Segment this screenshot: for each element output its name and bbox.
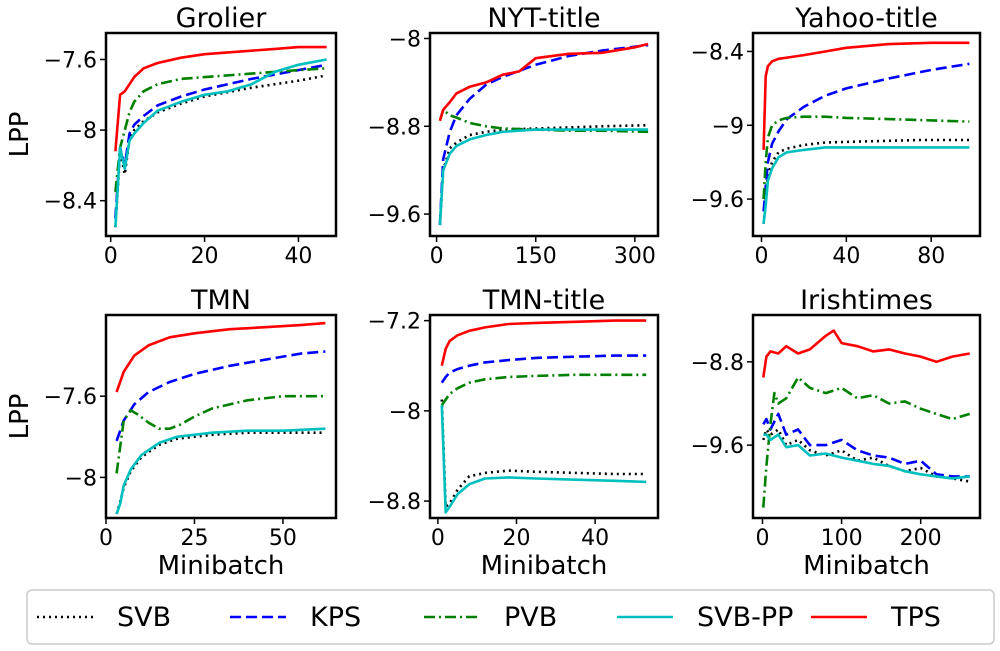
x-axis-label: Minibatch: [803, 551, 930, 581]
y-tick-label: −7.6: [44, 385, 97, 410]
x-tick-label: 80: [917, 244, 945, 269]
series-line-tps: [762, 41, 970, 150]
panel-grolier: Grolier 0 20 40 −8.4 −8 −7.6 LPP: [5, 3, 338, 269]
legend-label: KPS: [310, 602, 361, 633]
y-tick-label: −8: [65, 119, 97, 144]
y-tick-label: −9.6: [691, 434, 744, 459]
x-tick-label: 0: [754, 244, 768, 269]
plot-frame: [104, 31, 338, 238]
x-tick-label: 25: [180, 526, 208, 551]
y-tick-label: −9.6: [691, 188, 744, 213]
panel-yahoo-title: Yahoo-title 0 40 80 −9.6 −9 −8.4: [691, 3, 982, 269]
series-line-pvb: [115, 394, 326, 474]
legend-label: TPS: [890, 602, 941, 633]
plot-frame: [751, 313, 982, 520]
plot-frame: [428, 313, 660, 520]
series-line-kps: [114, 63, 327, 219]
x-tick-label: 40: [832, 244, 860, 269]
y-tick-label: −9: [712, 114, 744, 139]
series-line-kps: [115, 350, 326, 442]
series-line-kps: [440, 354, 647, 384]
x-axis-label: Minibatch: [158, 551, 285, 581]
series-line-svbpp: [762, 146, 970, 224]
y-tick-label: −8: [389, 27, 421, 52]
legend-label: PVB: [504, 602, 557, 633]
x-tick-label: 40: [581, 526, 609, 551]
y-tick-label: −9.6: [368, 203, 421, 228]
series-line-svb: [762, 138, 970, 224]
x-tick-label: 20: [191, 244, 219, 269]
x-tick-label: 300: [614, 244, 656, 269]
series-line-tps: [114, 45, 327, 152]
panel-title: Irishtimes: [800, 285, 933, 316]
series-line-pvb: [762, 376, 971, 508]
panel-title: Yahoo-title: [794, 3, 938, 34]
series-line-kps: [438, 43, 649, 226]
series-line-pvb: [440, 373, 647, 406]
series-line-pvb: [762, 115, 970, 200]
series-line-svbpp: [114, 58, 327, 228]
legend-box: [26, 589, 995, 645]
y-axis-label: LPP: [5, 112, 35, 158]
series-line-svb: [440, 399, 647, 508]
y-tick-label: −8.8: [368, 490, 421, 515]
series-line-tps: [438, 42, 649, 122]
legend-entry-tps: TPS: [811, 602, 941, 633]
series-line-pvb: [114, 67, 327, 193]
legend-entry-svb: SVB: [37, 602, 171, 633]
series-line-svbpp: [763, 433, 970, 480]
series-line-tps: [440, 319, 647, 366]
series-line-tps: [762, 329, 970, 378]
legend-entry-pvb: PVB: [424, 602, 557, 633]
panel-tmn-title: TMN-title 0 20 40 −8.8 −8 −7.2 Minibatch: [368, 285, 660, 581]
x-tick-label: 50: [269, 526, 297, 551]
x-tick-label: 0: [755, 526, 769, 551]
x-tick-label: 0: [431, 526, 445, 551]
y-tick-label: −8: [389, 400, 421, 425]
panel-title: Grolier: [176, 3, 268, 34]
x-tick-label: 40: [284, 244, 312, 269]
y-tick-label: −8: [65, 466, 97, 491]
panel-irishtimes: Irishtimes 0 100 200 −9.6 −8.8 Minibatch: [691, 285, 982, 581]
y-tick-label: −8.4: [44, 190, 97, 215]
x-axis-label: Minibatch: [481, 551, 608, 581]
series-line-kps: [762, 412, 970, 478]
panels: Grolier 0 20 40 −8.4 −8 −7.6 LPP NYT-title 0 150 30…: [5, 3, 982, 581]
panel-title: TMN-title: [482, 285, 606, 316]
plot-frame: [104, 313, 338, 520]
x-tick-label: 150: [515, 244, 557, 269]
plot-frame: [751, 31, 982, 238]
series-line-svb: [114, 74, 327, 228]
panel-tmn: TMN 0 25 50 −8 −7.6 Minibatch LPP: [5, 285, 338, 581]
legend-entry-svbpp: SVB-PP: [617, 602, 793, 633]
y-tick-label: −8.8: [691, 351, 744, 376]
x-tick-label: 0: [99, 526, 113, 551]
series-line-svbpp: [440, 405, 647, 514]
legend-label: SVB: [117, 602, 171, 633]
legend: SVB KPS PVB SVB-PP TPS: [26, 589, 995, 645]
panel-nyt-title: NYT-title 0 150 300 −9.6 −8.8 −8: [368, 3, 660, 269]
series-line-tps: [115, 321, 326, 393]
series-line-svb: [115, 431, 326, 515]
legend-entry-kps: KPS: [230, 602, 361, 633]
panel-title: TMN: [190, 285, 251, 316]
plot-frame: [428, 31, 660, 238]
panel-title: NYT-title: [487, 3, 600, 34]
x-tick-label: 20: [502, 526, 530, 551]
y-axis-label: LPP: [5, 394, 35, 440]
x-tick-label: 0: [430, 244, 444, 269]
y-tick-label: −7.2: [368, 310, 421, 335]
y-tick-label: −8.4: [691, 40, 744, 65]
series-line-kps: [762, 62, 970, 212]
x-tick-label: 0: [104, 244, 118, 269]
y-tick-label: −7.6: [44, 48, 97, 73]
legend-label: SVB-PP: [697, 602, 793, 633]
series-line-svbpp: [438, 128, 649, 226]
series-line-svb: [762, 428, 970, 483]
y-tick-label: −8.8: [368, 115, 421, 140]
x-tick-label: 200: [900, 526, 942, 551]
series-line-svbpp: [115, 427, 326, 515]
x-tick-label: 100: [821, 526, 863, 551]
